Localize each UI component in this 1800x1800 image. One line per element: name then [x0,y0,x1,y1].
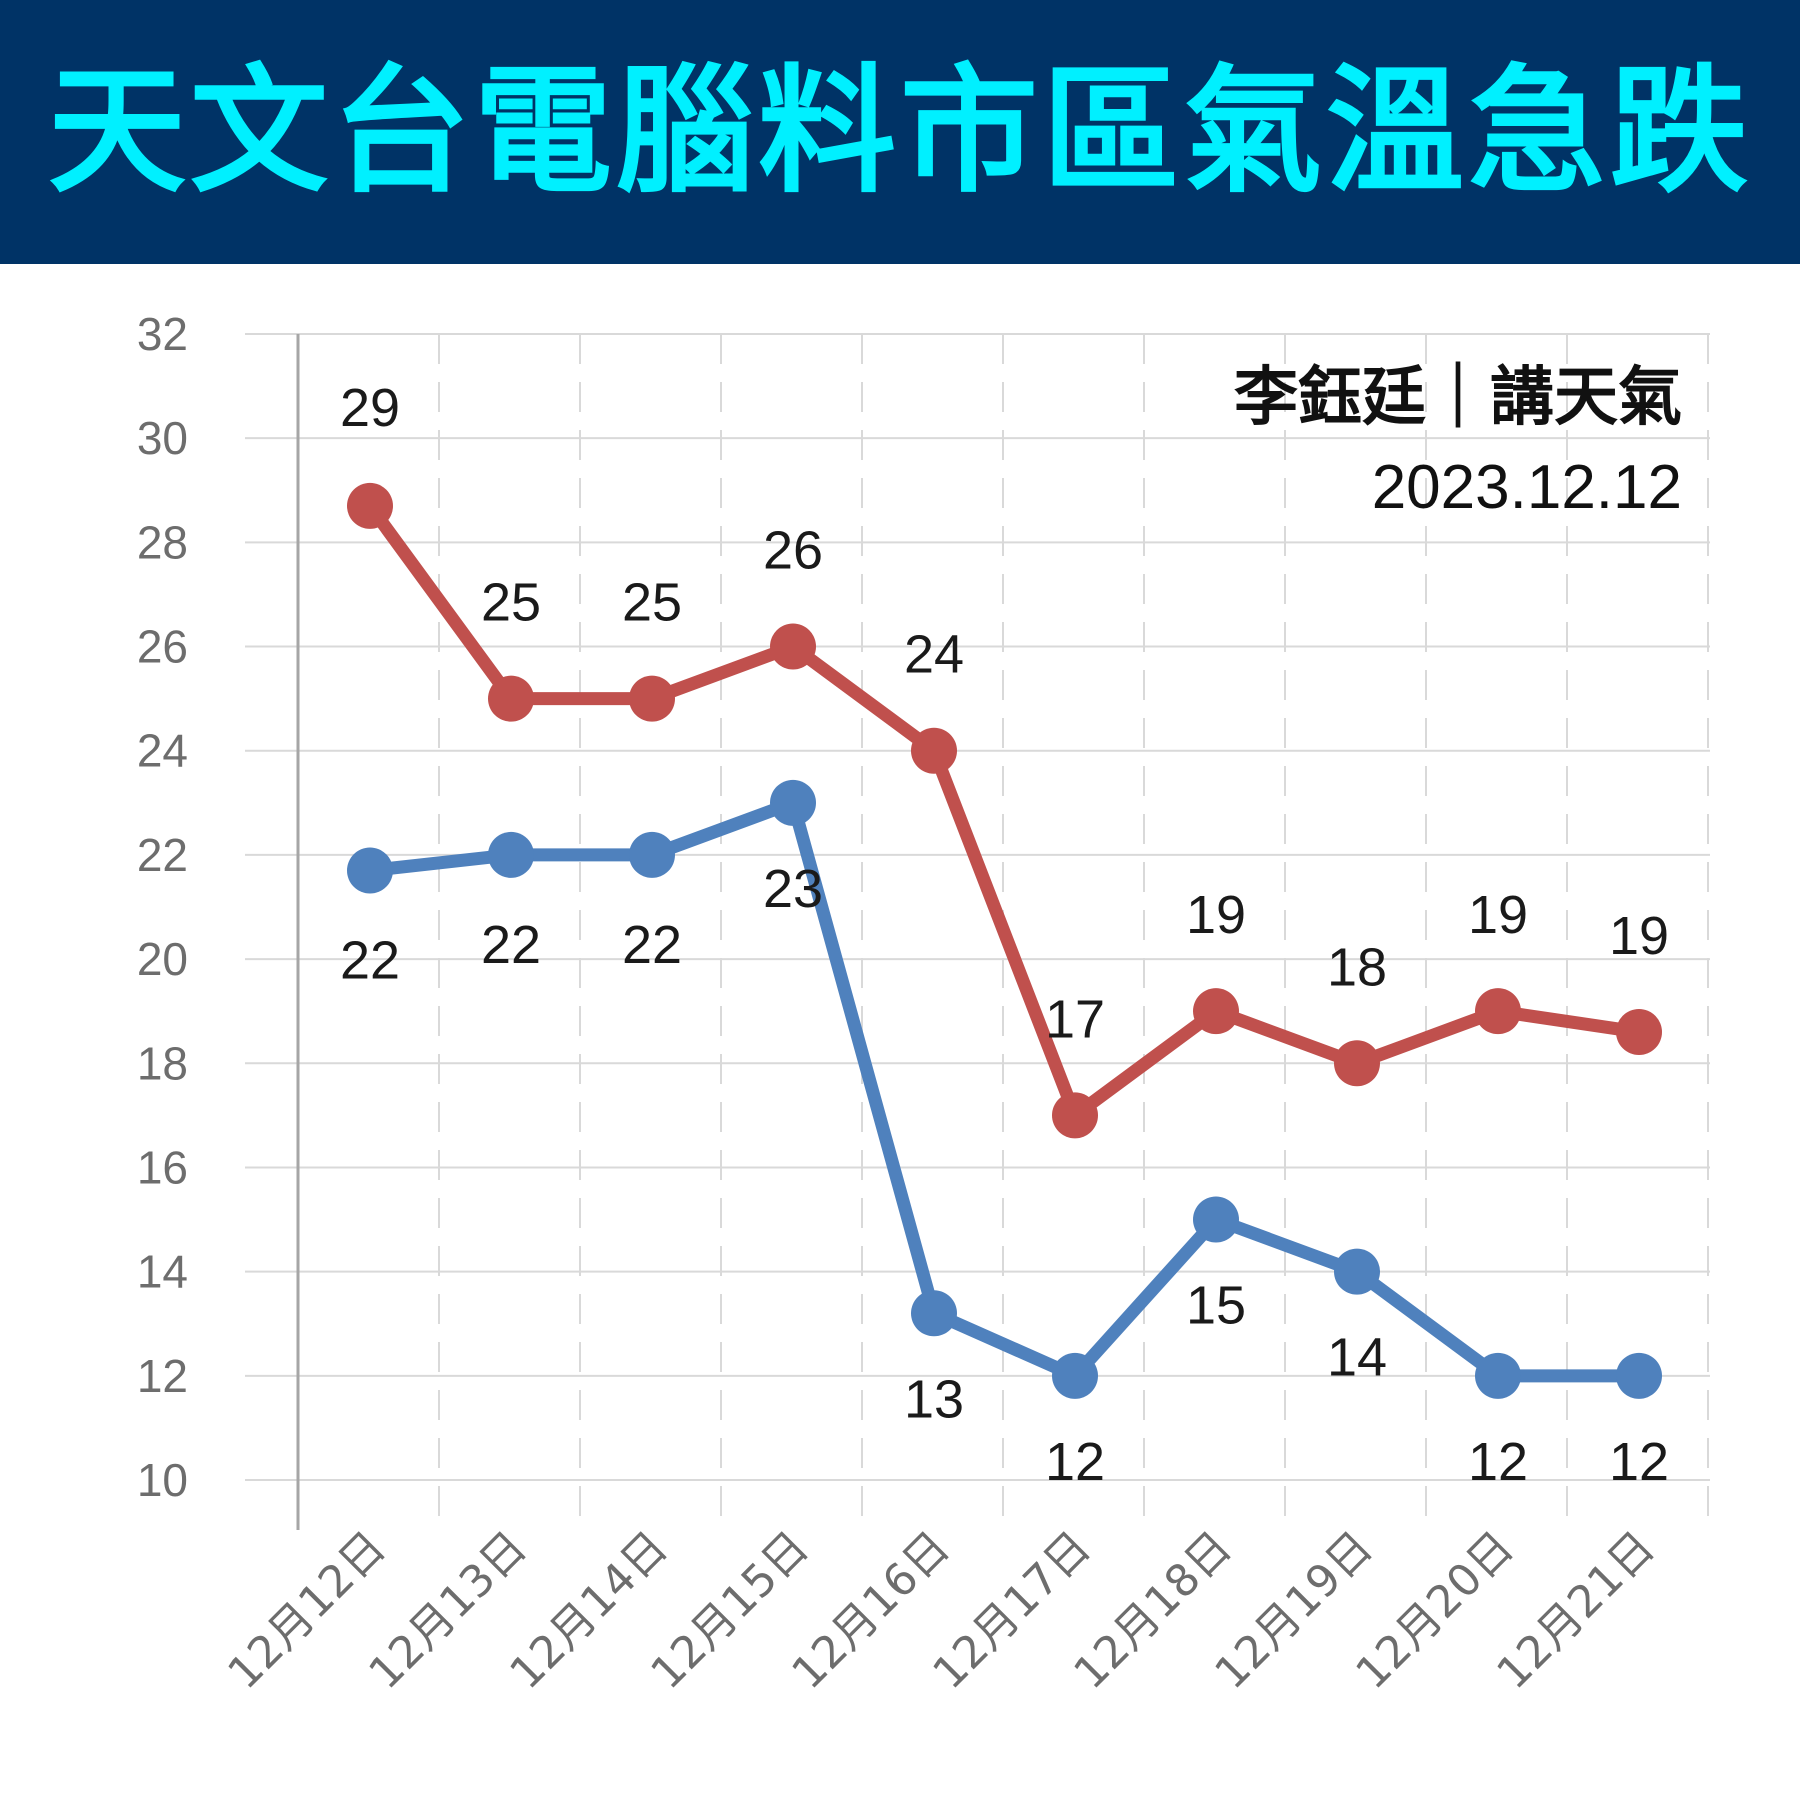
y-tick-label: 18 [137,1037,188,1089]
data-point-high [347,482,393,529]
y-tick-label: 30 [137,412,188,464]
y-tick-label: 10 [137,1454,188,1506]
y-tick-label: 12 [137,1350,188,1402]
data-point-high [770,623,816,670]
data-label-low: 22 [481,915,541,975]
data-label-high: 19 [1468,885,1528,945]
data-label-low: 12 [1468,1432,1528,1492]
data-label-high: 25 [481,573,541,633]
data-point-low [1193,1196,1239,1243]
data-point-high [1052,1092,1098,1139]
data-point-low [347,847,393,894]
data-label-high: 19 [1609,906,1669,966]
data-label-low: 22 [622,915,682,975]
data-point-high [911,727,957,774]
y-tick-label: 24 [137,725,188,777]
title-banner: 天文台電腦料市區氣溫急跌 [0,0,1800,264]
data-point-low [1334,1248,1380,1295]
data-point-high [488,675,534,722]
data-point-low [629,831,675,878]
data-point-high [1193,988,1239,1035]
series-line-low [363,796,1646,1383]
data-label-low: 15 [1186,1276,1246,1336]
data-point-low [1616,1352,1662,1399]
data-point-low [911,1290,957,1337]
data-point-low [1475,1352,1521,1399]
page-title: 天文台電腦料市區氣溫急跌 [47,51,1752,212]
y-tick-label: 32 [137,308,188,360]
data-label-low: 13 [904,1369,964,1429]
data-label-high: 19 [1186,885,1246,945]
data-label-high: 25 [622,573,682,633]
data-point-high [1334,1040,1380,1087]
data-label-low: 12 [1609,1432,1669,1492]
data-point-high [1616,1009,1662,1056]
data-point-low [1052,1352,1098,1399]
y-tick-label: 14 [137,1246,188,1298]
data-point-high [629,675,675,722]
data-label-low: 14 [1327,1328,1387,1388]
data-label-low: 23 [763,859,823,919]
data-label-high: 26 [763,521,823,581]
y-tick-label: 26 [137,621,188,673]
data-label-high: 17 [1045,989,1105,1049]
series-line-high [363,499,1646,1122]
y-tick-label: 16 [137,1141,188,1193]
author-credit: 李鈺廷｜講天氣 [1234,360,1682,435]
y-tick-label: 20 [137,933,188,985]
data-label-high: 24 [904,625,964,685]
data-label-low: 12 [1045,1432,1105,1492]
data-label-low: 22 [340,931,400,991]
publish-date: 2023.12.12 [1371,453,1682,522]
data-point-low [488,831,534,878]
y-tick-label: 22 [137,829,188,881]
y-tick-label: 28 [137,516,188,568]
data-point-high [1475,988,1521,1035]
data-label-high: 29 [340,378,400,438]
data-label-high: 18 [1327,937,1387,997]
data-point-low [770,779,816,826]
